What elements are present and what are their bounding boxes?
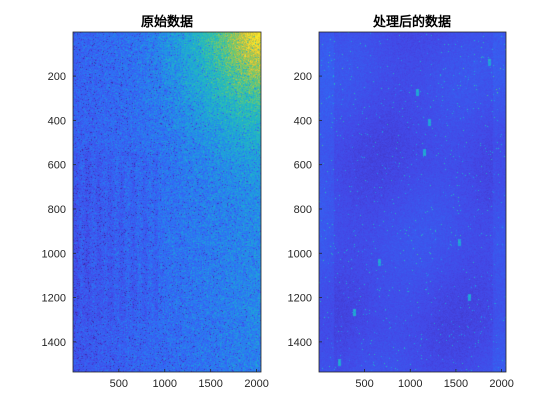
axes-original: 原始数据 500 1000 1500 2000 200 400 600 800 1000 1200… (42, 14, 269, 390)
y-tick-label: 1200 (288, 293, 312, 305)
y-tick-label: 800 (294, 204, 312, 216)
axes-box-processed (318, 31, 507, 373)
x-tick-label: 2000 (244, 378, 268, 390)
x-tick-label: 1500 (198, 378, 222, 390)
x-tick-label: 1000 (153, 378, 177, 390)
axes-processed: 处理后的数据 500 1000 1500 2000 200 400 600 800 1000 12… (288, 14, 514, 390)
title-processed: 处理后的数据 (372, 14, 451, 30)
y-tick-label: 800 (48, 204, 66, 216)
y-tick-label: 600 (48, 160, 66, 172)
y-tick-label: 200 (48, 71, 66, 83)
ticks-processed: 500 1000 1500 2000 200 400 600 800 1000 1200 1400 (288, 71, 514, 390)
heatmap-processed-frame (319, 32, 506, 372)
ticks-original: 500 1000 1500 2000 200 400 600 800 1000 1200 1400 (42, 71, 269, 390)
title-original: 原始数据 (141, 14, 193, 30)
y-tick-label: 1200 (42, 293, 66, 305)
x-tick-label: 1000 (398, 378, 422, 390)
heatmap-original (73, 32, 261, 372)
y-tick-label: 400 (48, 115, 66, 127)
y-tick-label: 1000 (42, 248, 66, 260)
y-tick-label: 200 (294, 71, 312, 83)
heatmap-original-frame (73, 32, 261, 372)
x-tick-label: 1500 (444, 378, 468, 390)
y-tick-label: 1400 (288, 337, 312, 349)
y-tick-label: 400 (294, 115, 312, 127)
axes-box-original (72, 31, 262, 373)
x-tick-label: 500 (355, 378, 373, 390)
x-tick-label: 500 (110, 378, 128, 390)
heatmap-processed (319, 32, 506, 372)
x-tick-label: 2000 (489, 378, 513, 390)
y-tick-label: 600 (294, 160, 312, 172)
y-tick-label: 1000 (288, 248, 312, 260)
y-tick-label: 1400 (42, 337, 66, 349)
